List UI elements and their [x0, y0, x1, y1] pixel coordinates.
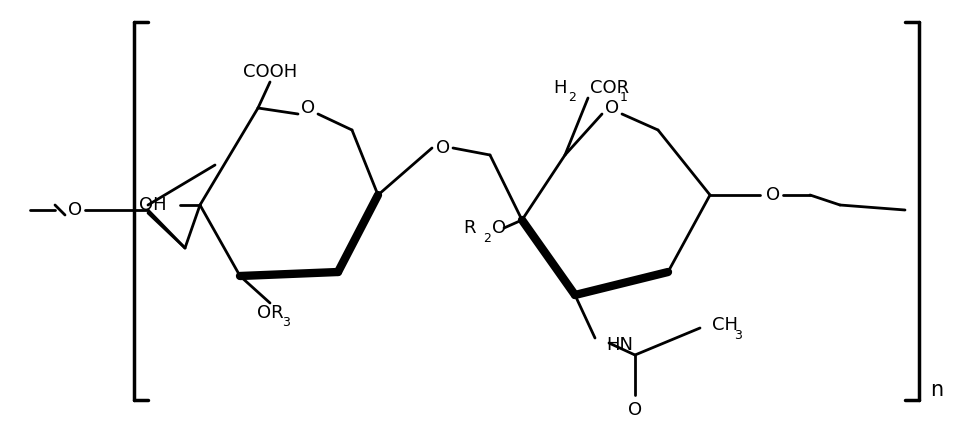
Text: H: H [553, 79, 567, 97]
Text: O: O [492, 219, 506, 237]
Text: O: O [605, 99, 619, 117]
Text: O: O [766, 186, 780, 204]
Text: 2: 2 [483, 232, 490, 245]
Text: 3: 3 [282, 316, 290, 329]
Text: 3: 3 [734, 329, 742, 342]
Text: 1: 1 [620, 91, 628, 104]
Text: O: O [301, 99, 315, 117]
Text: COR: COR [590, 79, 629, 97]
Text: R: R [463, 219, 476, 237]
Text: O: O [628, 401, 642, 419]
Text: n: n [930, 380, 943, 400]
Text: OR: OR [257, 304, 283, 322]
Text: 2: 2 [568, 91, 575, 104]
Text: O: O [68, 201, 82, 219]
Text: OH: OH [140, 196, 167, 214]
Text: CH: CH [712, 316, 738, 334]
Text: COOH: COOH [243, 63, 297, 81]
Text: O: O [436, 139, 450, 157]
Text: HN: HN [606, 336, 633, 354]
